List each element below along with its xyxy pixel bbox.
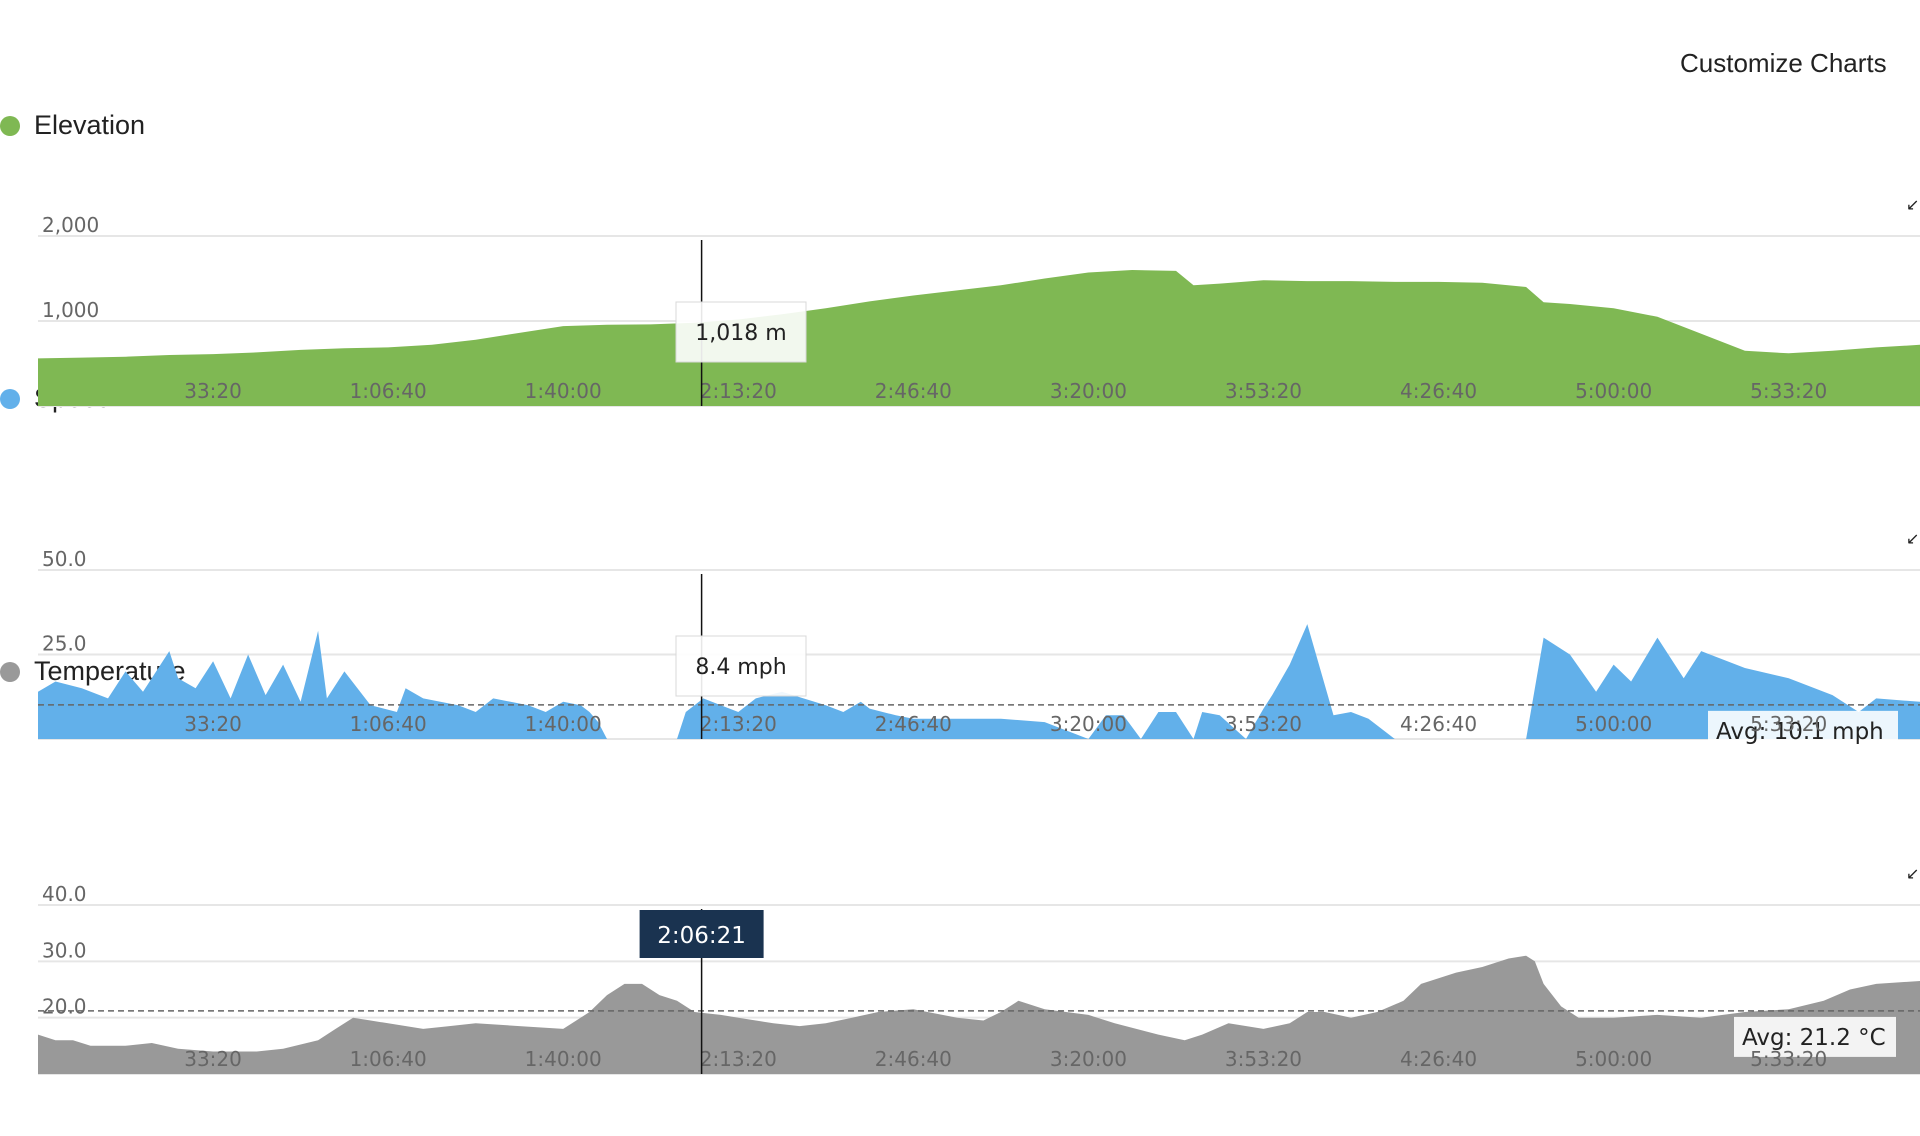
- elevation-expand-icon: ↙: [1906, 195, 1919, 214]
- temperature-x-tick-label: 1:40:00: [525, 1047, 602, 1071]
- elevation-tooltip-box: [675, 301, 807, 363]
- speed-area-series: [38, 624, 1920, 739]
- speed-x-tick-label: 3:20:00: [1050, 712, 1127, 736]
- elevation-x-tick-label: 2:46:40: [875, 379, 952, 403]
- speed-x-tick-label: 33:20: [184, 712, 242, 736]
- elevation-x-tick-label: 5:33:20: [1750, 379, 1827, 403]
- speed-average-badge: [1708, 710, 1898, 751]
- temperature-average-badge: [1734, 1016, 1896, 1057]
- elevation-x-tick-label: 5:00:00: [1575, 379, 1652, 403]
- cursor-time-badge: [639, 910, 764, 958]
- elevation-tooltip-text: 1,018 m: [695, 321, 786, 346]
- elevation-x-tick-label: 1:06:40: [350, 379, 427, 403]
- temperature-x-tick-label: 3:53:20: [1225, 1047, 1302, 1071]
- speed-expand-icon: ↙: [1906, 529, 1919, 548]
- speed-x-tick-label: 1:40:00: [525, 712, 602, 736]
- speed-x-tick-label: 4:26:40: [1400, 712, 1477, 736]
- temperature-area-series: [38, 955, 1920, 1074]
- temperature-x-tick-label: 1:06:40: [350, 1047, 427, 1071]
- elevation-x-tick-label: 3:20:00: [1050, 379, 1127, 403]
- speed-x-tick-label: 1:06:40: [350, 712, 427, 736]
- elevation-x-tick-label: 4:26:40: [1400, 379, 1477, 403]
- temperature-x-tick-label: 2:46:40: [875, 1047, 952, 1071]
- elevation-title-label: Elevation: [34, 110, 146, 140]
- elevation-legend-dot: [0, 115, 20, 136]
- elevation-y-tick-label: 2,000: [42, 213, 99, 237]
- customize-charts-button[interactable]: Customize Charts: [1680, 48, 1887, 78]
- speed-tooltip-text: 8.4 mph: [695, 655, 786, 680]
- elevation-x-tick-label: 1:40:00: [525, 379, 602, 403]
- temperature-x-tick-label: 5:33:20: [1750, 1047, 1827, 1071]
- temperature-x-tick-label: 33:20: [184, 1047, 242, 1071]
- cursor-time-label: 2:06:21: [657, 923, 746, 949]
- elevation-x-tick-label: 2:13:20: [700, 379, 777, 403]
- temperature-legend-dot: [0, 661, 20, 682]
- temperature-x-tick-label: 4:26:40: [1400, 1047, 1477, 1071]
- speed-x-tick-label: 2:46:40: [875, 712, 952, 736]
- elevation-chart-title: Elevation: [0, 110, 145, 141]
- speed-y-tick-label: 25.0: [42, 632, 87, 656]
- elevation-x-tick-label: 33:20: [184, 379, 242, 403]
- elevation-x-tick-label: 3:53:20: [1225, 379, 1302, 403]
- temperature-average-label: Avg: 21.2 °C: [1742, 1025, 1886, 1051]
- speed-x-tick-label: 5:33:20: [1750, 712, 1827, 736]
- temperature-x-tick-label: 2:13:20: [700, 1047, 777, 1071]
- speed-x-tick-label: 3:53:20: [1225, 712, 1302, 736]
- temperature-x-tick-label: 5:00:00: [1575, 1047, 1652, 1071]
- speed-legend-dot: [0, 388, 20, 409]
- speed-x-tick-label: 5:00:00: [1575, 712, 1652, 736]
- speed-tooltip-box: [675, 635, 807, 697]
- temperature-y-tick-label: 20.0: [42, 995, 87, 1019]
- speed-average-label: Avg: 10.1 mph: [1716, 719, 1884, 745]
- elevation-y-tick-label: 1,000: [42, 298, 99, 322]
- speed-y-tick-label: 50.0: [42, 547, 87, 571]
- elevation-area-series: [38, 270, 1920, 406]
- temperature-expand-icon: ↙: [1906, 864, 1919, 883]
- temperature-y-tick-label: 30.0: [42, 938, 87, 962]
- temperature-x-tick-label: 3:20:00: [1050, 1047, 1127, 1071]
- speed-x-tick-label: 2:13:20: [700, 712, 777, 736]
- temperature-y-tick-label: 40.0: [42, 882, 87, 906]
